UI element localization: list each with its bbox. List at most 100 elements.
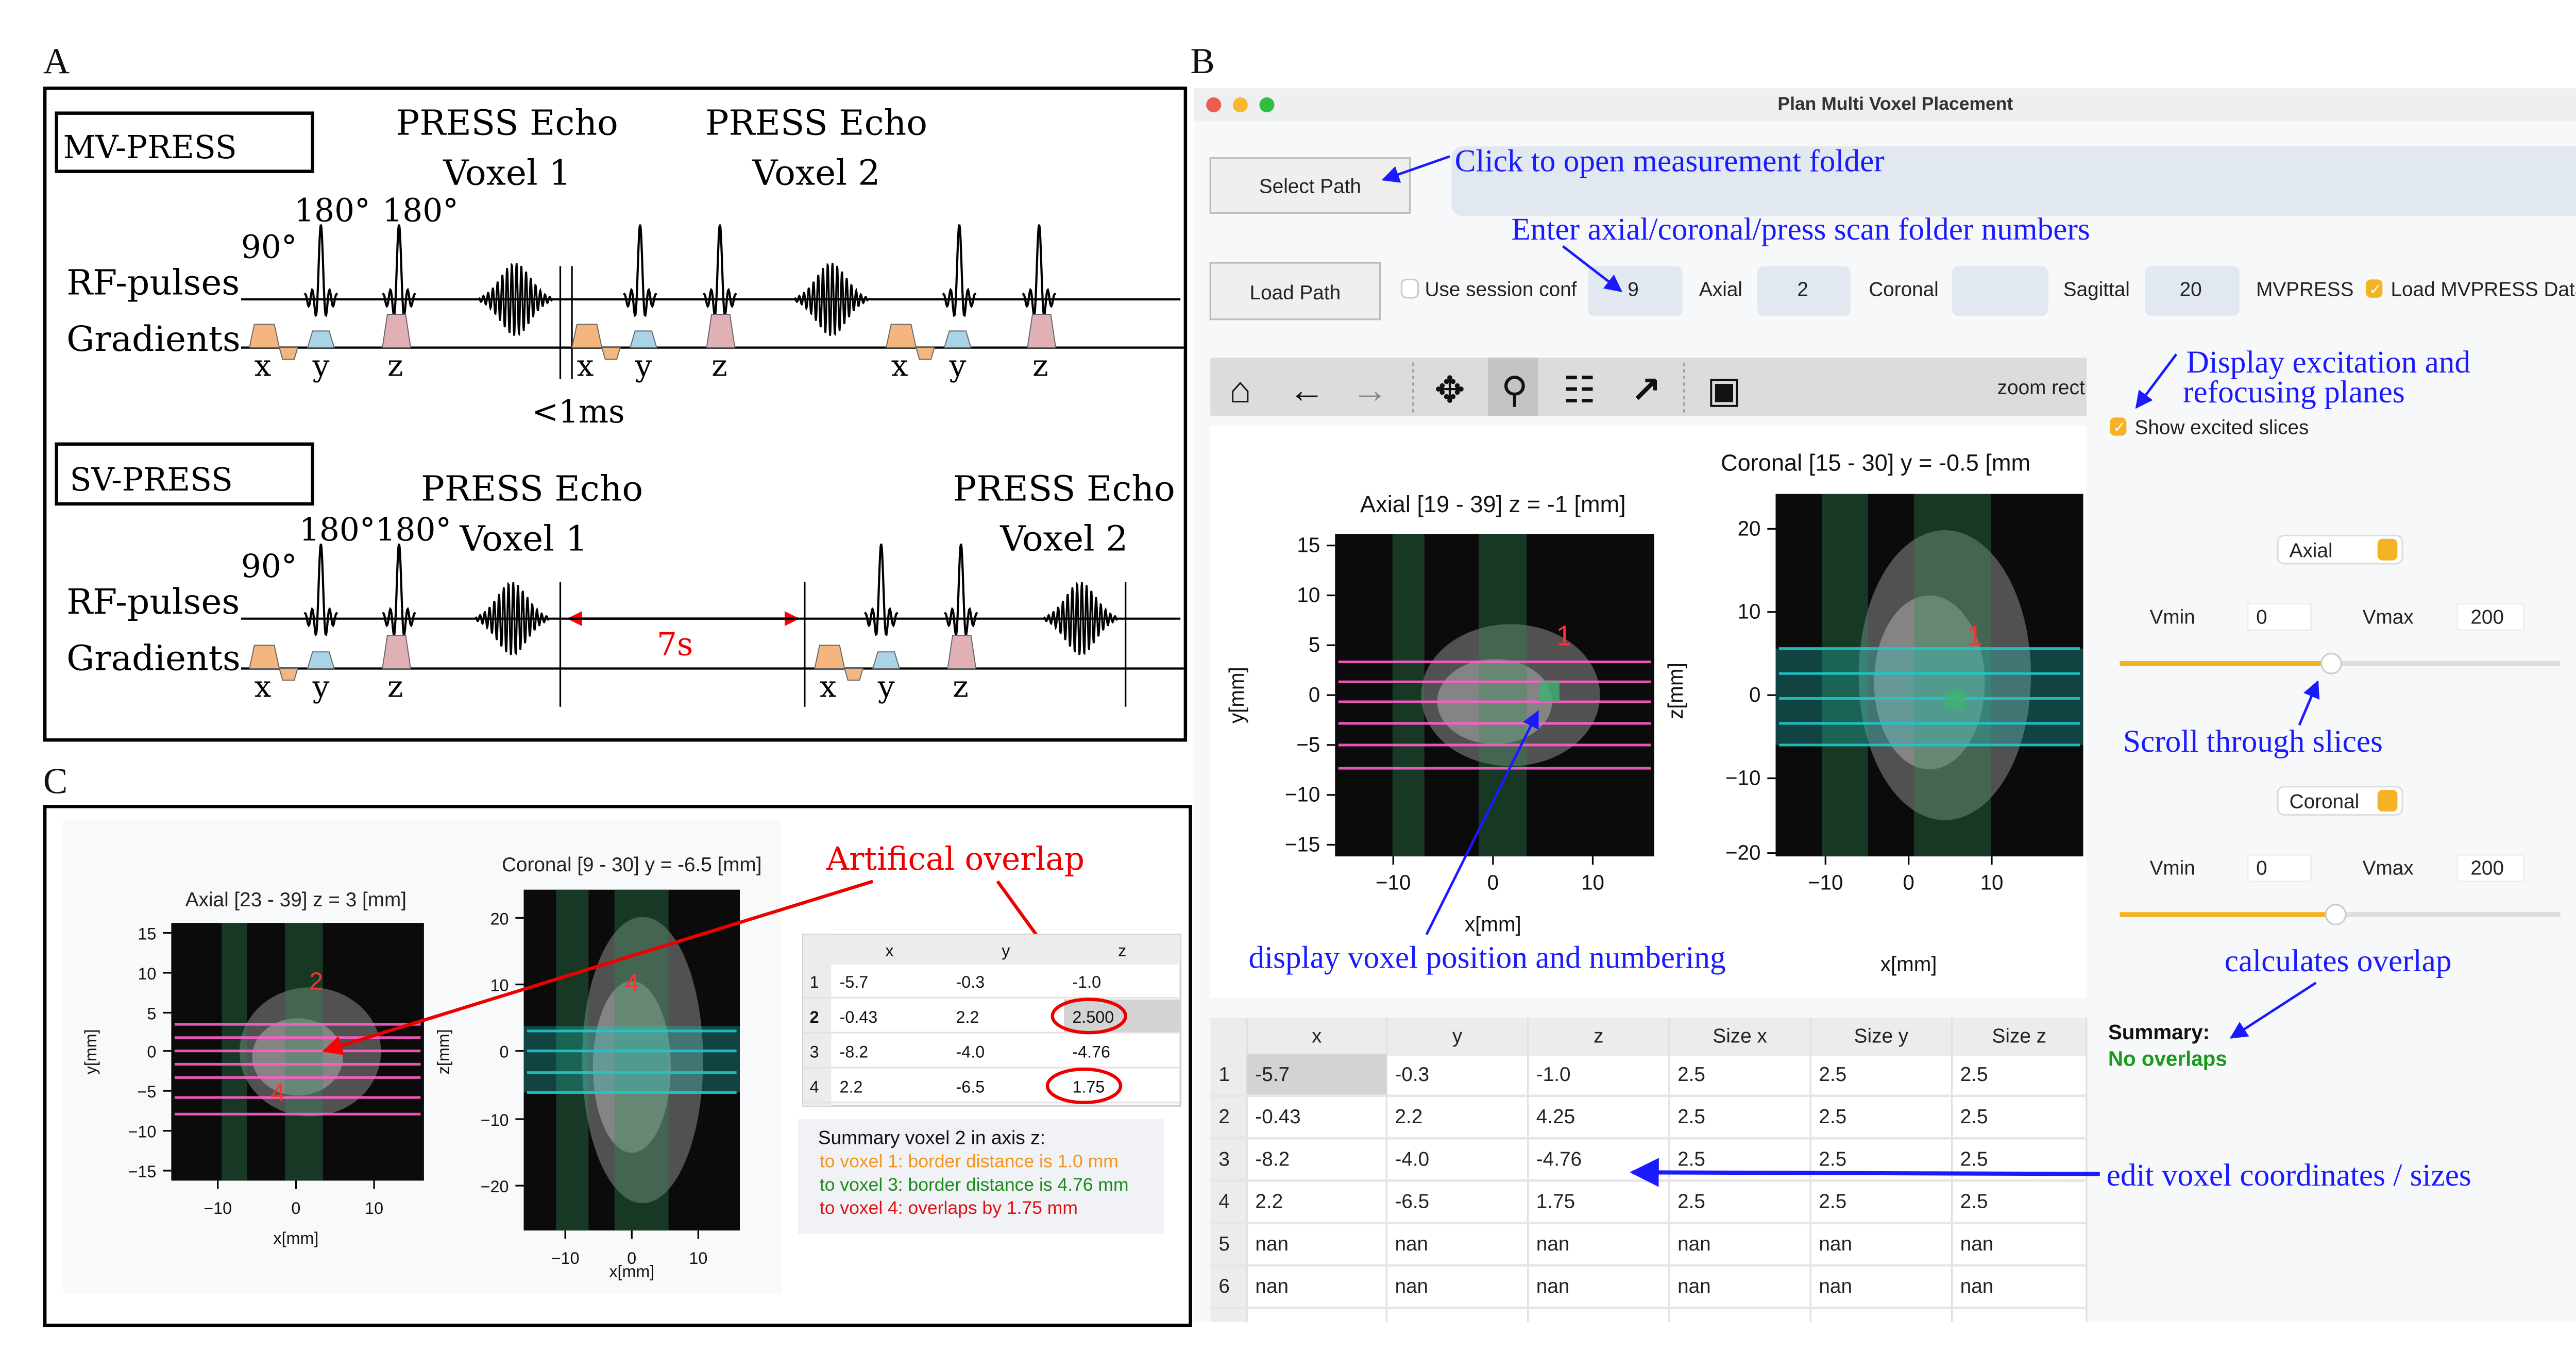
table-row[interactable]: 4 2.2 -6.5 1.75: [803, 1077, 1181, 1104]
table-cell[interactable]: 1.75: [1536, 1191, 1575, 1213]
table-cell[interactable]: -6.5: [1395, 1191, 1429, 1213]
forward-arrow-icon[interactable]: →: [1352, 370, 1388, 411]
table-cell[interactable]: nan: [1960, 1233, 1994, 1255]
table-cell[interactable]: nan: [1536, 1233, 1570, 1255]
sagittal-folder-input[interactable]: [1952, 266, 2048, 316]
table-cell[interactable]: 2.2: [840, 1077, 863, 1096]
view2-select[interactable]: [2277, 785, 2403, 816]
coronal-folder-input[interactable]: [1757, 266, 1851, 316]
column-header[interactable]: y: [1452, 1025, 1463, 1047]
table-cell[interactable]: 2.5: [1960, 1148, 1988, 1170]
table-row[interactable]: 2 -0.43 2.2 4.25 2.5 2.5 2.5: [1210, 1106, 2087, 1140]
vmin-input[interactable]: [2247, 854, 2312, 883]
pan-icon[interactable]: ✥: [1434, 370, 1465, 411]
table-cell[interactable]: 2.5: [1677, 1063, 1705, 1086]
table-cell[interactable]: -4.0: [956, 1043, 985, 1061]
column-header[interactable]: Size x: [1713, 1025, 1767, 1047]
table-cell[interactable]: nan: [1255, 1275, 1289, 1297]
table-cell[interactable]: -5.7: [840, 973, 869, 991]
zoom-icon[interactable]: ⚲: [1501, 370, 1528, 411]
table-cell[interactable]: -8.2: [840, 1043, 869, 1061]
load-path-button[interactable]: Load Path: [1209, 262, 1381, 320]
table-cell[interactable]: -4.0: [1395, 1148, 1429, 1170]
close-window-button[interactable]: [1206, 97, 1222, 113]
table-cell[interactable]: nan: [1255, 1233, 1289, 1255]
table-cell[interactable]: -4.76: [1072, 1043, 1110, 1061]
table-cell[interactable]: 4.25: [1536, 1106, 1575, 1128]
table-row[interactable]: 2 -0.43 2.2 2.500: [803, 999, 1181, 1034]
vmin-input[interactable]: [2247, 603, 2312, 631]
table-cell[interactable]: -4.76: [1536, 1148, 1582, 1170]
table-cell[interactable]: -1.0: [1536, 1063, 1571, 1086]
table-cell[interactable]: nan: [1395, 1233, 1428, 1255]
table-cell[interactable]: 2.5: [1677, 1148, 1705, 1170]
table-cell[interactable]: nan: [1677, 1233, 1711, 1255]
table-cell[interactable]: 2.5: [1960, 1063, 1988, 1086]
save-icon[interactable]: ▣: [1707, 370, 1741, 411]
table-cell[interactable]: -1.0: [1072, 973, 1101, 991]
table-cell[interactable]: -0.43: [840, 1008, 878, 1026]
table-cell[interactable]: 2.500: [1072, 1008, 1114, 1026]
table-cell[interactable]: 2.5: [1819, 1148, 1846, 1170]
column-header[interactable]: z: [1594, 1025, 1603, 1047]
table-row[interactable]: 1 -5.7 -0.3 -1.0: [803, 973, 1181, 999]
home-icon[interactable]: ⌂: [1229, 370, 1251, 411]
table-cell[interactable]: -0.3: [956, 973, 985, 991]
selected-cell[interactable]: [1247, 1054, 1387, 1096]
table-cell[interactable]: nan: [1395, 1275, 1428, 1297]
table-cell[interactable]: -5.7: [1255, 1063, 1290, 1086]
table-cell[interactable]: nan: [1960, 1275, 1994, 1297]
table-cell[interactable]: 2.2: [956, 1008, 979, 1026]
column-header[interactable]: x: [1312, 1025, 1321, 1047]
use-session-conf-checkbox[interactable]: [1400, 278, 1419, 299]
table-cell[interactable]: nan: [1819, 1275, 1852, 1297]
table-cell[interactable]: 2.5: [1819, 1191, 1846, 1213]
table-row[interactable]: 5 nan nan nan nan nan nan: [1210, 1233, 2087, 1267]
configure-subplots-icon[interactable]: ☷: [1563, 370, 1596, 411]
minimize-window-button[interactable]: [1232, 97, 1248, 113]
table-cell[interactable]: -8.2: [1255, 1148, 1290, 1170]
back-arrow-icon[interactable]: ←: [1289, 370, 1325, 411]
mvpress-folder-input[interactable]: [2144, 266, 2240, 316]
select-path-button[interactable]: Select Path: [1209, 157, 1411, 214]
table-cell[interactable]: 2.2: [1395, 1106, 1422, 1128]
table-cell[interactable]: 2.5: [1960, 1106, 1988, 1128]
slider-thumb[interactable]: [2320, 652, 2342, 674]
table-cell[interactable]: nan: [1819, 1233, 1852, 1255]
table-cell[interactable]: 2.5: [1960, 1191, 1988, 1213]
slider-thumb[interactable]: [2325, 904, 2347, 926]
table-cell[interactable]: -0.43: [1255, 1106, 1300, 1128]
annotation-scroll: Scroll through slices: [2123, 724, 2383, 759]
table-cell[interactable]: 2.5: [1819, 1106, 1846, 1128]
edit-axis-icon[interactable]: ↗: [1631, 370, 1661, 411]
column-header[interactable]: Size y: [1854, 1025, 1909, 1047]
vmax-input[interactable]: [2456, 603, 2525, 631]
table-row[interactable]: 3 -8.2 -4.0 -4.76 2.5 2.5 2.5: [1210, 1148, 2087, 1182]
show-excited-checkbox[interactable]: [2110, 417, 2127, 436]
table-row[interactable]: 3 -8.2 -4.0 -4.76: [803, 1043, 1181, 1069]
row-index: 2: [1218, 1106, 1230, 1128]
view1-select[interactable]: [2277, 534, 2403, 565]
table-cell[interactable]: nan: [1536, 1275, 1570, 1297]
table-cell[interactable]: 1.75: [1072, 1077, 1105, 1096]
table-row[interactable]: 6 nan nan nan nan nan nan: [1210, 1275, 2087, 1309]
table-row[interactable]: 1 -5.7 -0.3 -1.0 2.5 2.5 2.5: [1210, 1054, 2087, 1097]
row-index: 3: [1218, 1148, 1230, 1170]
maximize-window-button[interactable]: [1259, 97, 1275, 113]
table-row[interactable]: 4 2.2 -6.5 1.75 2.5 2.5 2.5: [1210, 1191, 2087, 1225]
table-cell[interactable]: -6.5: [956, 1077, 985, 1096]
column-header: z: [1118, 941, 1126, 960]
view1-select-value: Axial: [2290, 539, 2333, 562]
voxel-marker: [1945, 690, 1965, 711]
column-header[interactable]: Size z: [1992, 1025, 2046, 1047]
table-cell[interactable]: 2.2: [1255, 1191, 1283, 1213]
table-cell[interactable]: 2.5: [1677, 1191, 1705, 1213]
table-cell[interactable]: nan: [1677, 1275, 1711, 1297]
table-cell[interactable]: -0.3: [1395, 1063, 1429, 1086]
selected-cell[interactable]: [1064, 999, 1181, 1033]
table-cell[interactable]: 2.5: [1677, 1106, 1705, 1128]
vmax-input[interactable]: [2456, 854, 2525, 883]
load-mvpress-checkbox[interactable]: [2366, 279, 2383, 298]
x-tick-label: 0: [291, 1199, 300, 1218]
table-cell[interactable]: 2.5: [1819, 1063, 1846, 1086]
